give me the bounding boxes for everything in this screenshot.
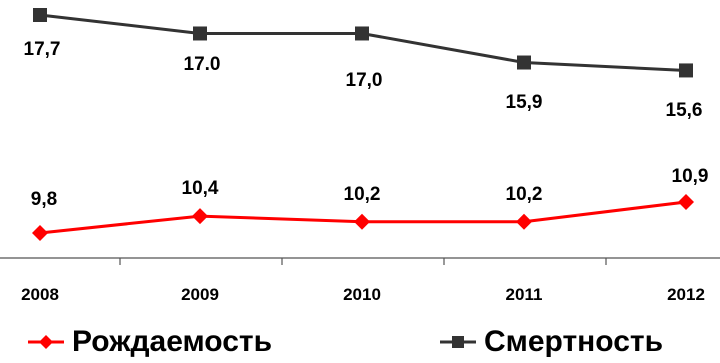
diamond-marker-icon — [28, 332, 64, 352]
data-point-death — [517, 56, 531, 70]
square-marker-icon — [440, 332, 476, 352]
x-tick-label: 2009 — [181, 285, 219, 304]
legend-label-birth: Рождаемость — [72, 325, 272, 359]
data-label-death: 15,6 — [666, 100, 703, 121]
data-label-birth: 10,9 — [672, 166, 709, 187]
data-label-birth: 9,8 — [31, 189, 57, 210]
data-label-birth: 10,2 — [506, 184, 543, 205]
data-point-birth — [678, 194, 694, 210]
legend-item-birth: Рождаемость — [28, 322, 272, 362]
data-point-birth — [32, 225, 48, 241]
data-label-death: 17.0 — [184, 54, 221, 75]
x-tick-label: 2008 — [21, 285, 59, 304]
data-point-death — [193, 26, 207, 40]
legend-item-death: Смертность — [440, 322, 663, 362]
data-label-birth: 10,4 — [182, 178, 219, 199]
x-tick-label: 2011 — [506, 285, 543, 304]
data-label-birth: 10,2 — [344, 184, 381, 205]
data-point-birth — [354, 214, 370, 230]
data-label-death: 15,9 — [506, 92, 543, 113]
data-point-death — [355, 26, 369, 40]
data-point-death — [679, 63, 693, 77]
legend-label-death: Смертность — [484, 325, 663, 359]
x-tick-label: 2010 — [343, 285, 381, 304]
series-line-death — [40, 15, 686, 70]
x-tick-label: 2012 — [667, 285, 705, 304]
data-label-death: 17,7 — [24, 39, 61, 60]
line-chart: 2008 2009 2010 2011 2012 17,7 17.0 17,0 15,9 15,… — [0, 0, 720, 320]
series-layer: 17,7 17.0 17,0 15,9 15,6 9,8 10,4 10,2 10,2 10,9 — [24, 8, 709, 241]
data-point-birth — [192, 208, 208, 224]
data-point-birth — [516, 214, 532, 230]
data-label-death: 17,0 — [346, 70, 383, 91]
data-point-death — [33, 8, 47, 22]
x-axis: 2008 2009 2010 2011 2012 — [0, 258, 720, 304]
